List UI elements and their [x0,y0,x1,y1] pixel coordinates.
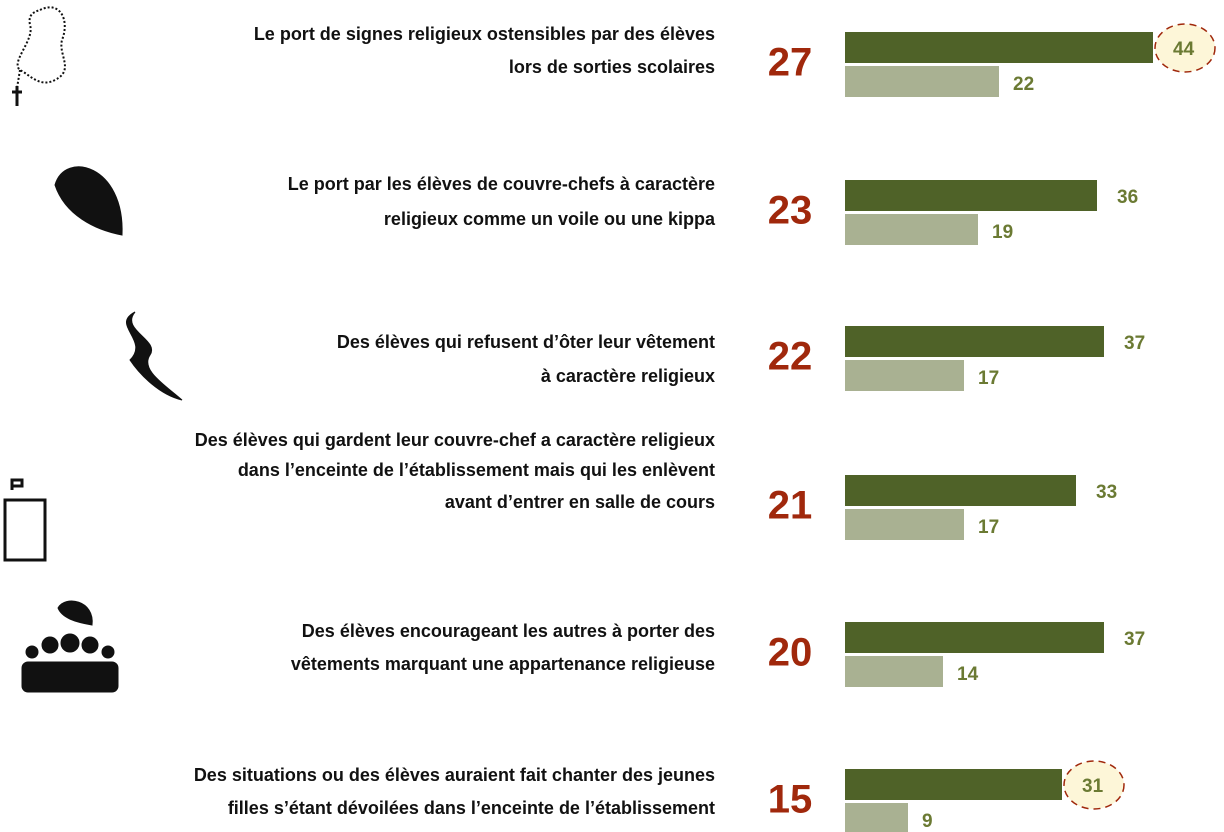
value-label: 37 [1124,333,1145,354]
value-label: 31 [1082,776,1104,797]
bar [845,769,1062,800]
value-label: 17 [978,517,999,538]
value-label: 22 [1013,74,1034,95]
category-label: filles s’étant dévoilées dans l’enceinte… [228,798,715,818]
total-value: 15 [768,778,813,822]
bar [845,622,1104,653]
bar [845,180,1097,211]
value-label: 36 [1117,187,1138,208]
category-label: à caractère religieux [541,366,715,386]
bar [845,66,999,97]
value-label: 9 [922,811,933,832]
bar [845,326,1104,357]
people-icon [21,633,119,693]
category-label: Des situations ou des élèves auraient fa… [194,765,715,785]
category-label: vêtements marquant une appartenance reli… [291,654,715,674]
category-label: Des élèves encourageant les autres à por… [302,621,715,641]
total-value: 20 [768,631,813,675]
value-label: 33 [1096,482,1117,503]
bar [845,475,1076,506]
school-icon [3,478,47,562]
garment-icon [126,311,183,401]
category-label: avant d’entrer en salle de cours [445,492,715,512]
bar [845,803,908,832]
rosary-icon [16,6,66,89]
category-label: Le port par les élèves de couvre-chefs à… [288,174,715,194]
category-label: lors de sorties scolaires [509,57,715,77]
value-label: 14 [957,664,979,685]
icons [3,6,183,693]
bar [845,656,943,687]
category-label: Des élèves qui gardent leur couvre-chef … [195,430,715,450]
highlight-circle [1154,23,1216,73]
value-label: 19 [992,222,1013,243]
category-label: religieux comme un voile ou une kippa [384,209,716,229]
value-label: 37 [1124,629,1145,650]
kippa-icon [54,166,123,236]
value-label: 17 [978,368,999,389]
total-value: 22 [768,335,813,379]
bar [845,214,978,245]
bar [845,509,964,540]
total-value: 27 [768,41,813,85]
category-label: Le port de signes religieux ostensibles … [254,24,715,44]
category-label: dans l’enceinte de l’établissement mais … [238,460,715,480]
total-value: 21 [768,484,813,528]
value-label: 44 [1173,39,1195,60]
bar [845,32,1153,63]
cross-icon [12,86,22,106]
category-label: Des élèves qui refusent d’ôter leur vête… [337,332,715,352]
bar [845,360,964,391]
total-value: 23 [768,189,813,233]
highlight-circle [1063,760,1125,810]
kippa-small-icon [57,600,93,626]
